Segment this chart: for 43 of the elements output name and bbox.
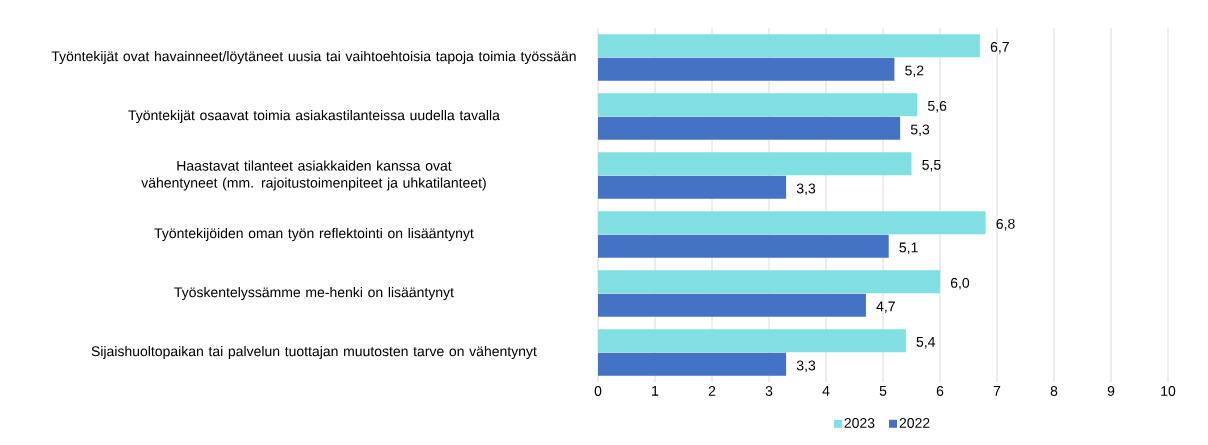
y-tick-label: Työntekijät ovat havainneet/löytäneet uusia tai vaihtoehtoisia tapoja toimia työssään (51, 50, 576, 65)
x-tick-label: 1 (652, 386, 659, 396)
data-label: 5,2 (905, 65, 924, 78)
x-tick-label: 0 (594, 386, 602, 396)
data-label: 3,3 (796, 183, 816, 196)
data-label: 3,3 (796, 360, 816, 373)
y-tick-label: Työntekijöiden oman työn reflektointi on lisääntynyt (154, 227, 474, 242)
bar (598, 116, 901, 140)
x-tick-label: 2 (708, 386, 716, 396)
y-tick-label: Sijaishuoltopaikan tai palvelun tuottajan muutosten tarve on vähentynyt (91, 345, 537, 360)
x-tick-label: 8 (1050, 386, 1058, 396)
data-label: 5,6 (927, 100, 947, 113)
y-tick-label: Työskentelyssämme me-henki on lisääntynyt (174, 286, 454, 301)
bar (598, 352, 787, 376)
x-tick-label: 7 (993, 386, 1001, 396)
bar (598, 211, 986, 235)
data-label: 6,7 (990, 41, 1009, 54)
data-label: 6,8 (996, 218, 1015, 231)
x-tick-label: 5 (879, 386, 887, 396)
bar (598, 293, 866, 317)
data-label: 6,0 (950, 277, 970, 290)
bar (598, 329, 906, 353)
bar (598, 152, 912, 176)
x-tick-label: 10 (1161, 386, 1176, 396)
x-tick-label: 4 (822, 386, 830, 396)
y-tick-label: Haastavat tilanteet asiakkaiden kanssa ovat vähentyneet (mm. rajoitustoimenpiteet ja uhkatilanteet) (141, 160, 486, 191)
x-tick-label: 9 (1107, 386, 1115, 396)
x-tick-label: 6 (936, 386, 944, 396)
x-tick-label: 3 (765, 386, 773, 396)
y-tick-label: Työntekijät osaavat toimia asiakastilanteissa uudella tavalla (128, 109, 500, 124)
legend-label: 2022 (899, 418, 930, 428)
data-label: 5,4 (916, 337, 936, 349)
bar (598, 175, 787, 199)
bar (598, 270, 940, 294)
bar (598, 57, 895, 81)
data-label: 5,1 (899, 242, 918, 255)
data-label: 5,3 (910, 124, 930, 137)
data-label: 4,7 (876, 301, 895, 314)
bar (598, 93, 918, 117)
bar (598, 34, 980, 58)
bar (598, 234, 889, 258)
legend-label: 2023 (844, 418, 875, 428)
data-label: 5,5 (922, 160, 941, 172)
